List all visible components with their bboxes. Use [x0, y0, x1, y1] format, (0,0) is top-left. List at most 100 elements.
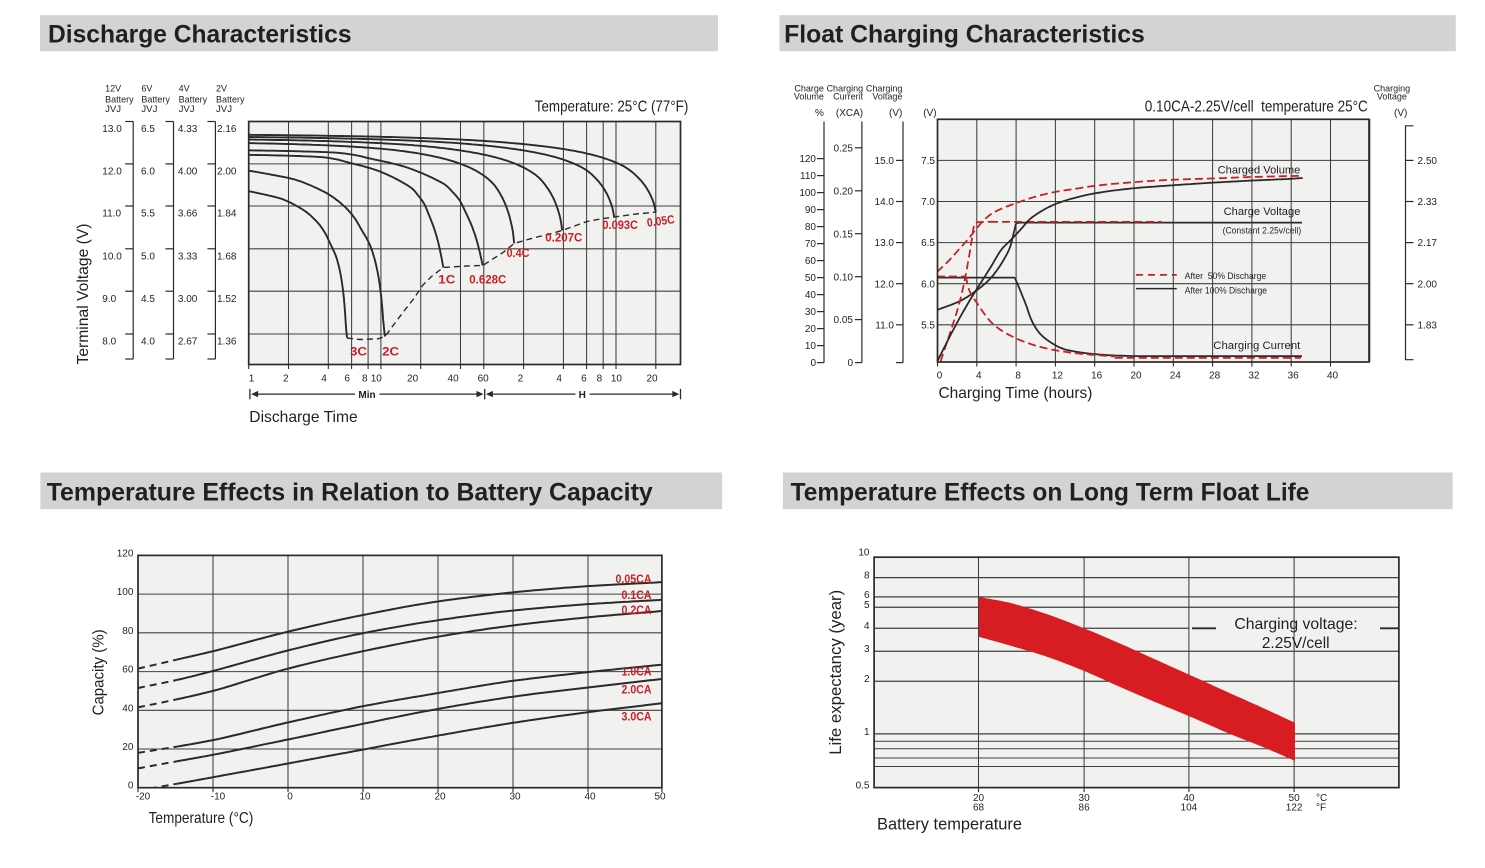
svg-text:30: 30	[1079, 793, 1091, 804]
svg-text:(V): (V)	[889, 108, 902, 119]
svg-text:0.25: 0.25	[834, 143, 854, 154]
svg-text:20: 20	[434, 791, 446, 802]
svg-text:1C: 1C	[438, 272, 455, 286]
svg-text:After 100% Discharge: After 100% Discharge	[1185, 286, 1267, 296]
svg-text:20: 20	[407, 373, 419, 384]
svg-text:Battery: Battery	[141, 94, 170, 104]
svg-text:32: 32	[1248, 370, 1260, 381]
svg-text:1.0CA: 1.0CA	[622, 665, 652, 679]
svg-text:(V): (V)	[923, 108, 936, 119]
svg-text:36: 36	[1288, 370, 1300, 381]
svg-text:10: 10	[805, 341, 817, 352]
svg-text:5.0: 5.0	[141, 251, 155, 262]
svg-text:°C: °C	[1316, 793, 1327, 804]
svg-text:After 50% Discharge: After 50% Discharge	[1185, 271, 1266, 281]
svg-text:5.5: 5.5	[141, 209, 155, 220]
svg-text:0.207C: 0.207C	[545, 230, 582, 244]
svg-text:°F: °F	[1316, 802, 1326, 813]
svg-text:12.0: 12.0	[102, 167, 122, 178]
svg-text:4.5: 4.5	[141, 294, 155, 305]
svg-text:20: 20	[805, 324, 817, 335]
svg-text:Charging: Charging	[827, 84, 864, 94]
svg-text:Capacity (%): Capacity (%)	[91, 629, 108, 715]
svg-text:70: 70	[805, 239, 817, 250]
svg-text:JVJ: JVJ	[105, 104, 121, 114]
svg-text:1.84: 1.84	[217, 209, 237, 220]
svg-text:0: 0	[847, 358, 853, 369]
svg-text:Battery temperature: Battery temperature	[877, 814, 1022, 833]
svg-text:8: 8	[1015, 370, 1021, 381]
svg-text:28: 28	[1209, 370, 1221, 381]
svg-text:60: 60	[122, 665, 134, 676]
svg-text:20: 20	[1130, 370, 1142, 381]
svg-text:0.10CA-2.25V/cell temperature: 0.10CA-2.25V/cell temperature 25°C	[1145, 98, 1368, 115]
svg-text:4: 4	[864, 621, 870, 632]
svg-text:8.0: 8.0	[102, 337, 116, 348]
svg-text:2.16: 2.16	[217, 124, 237, 135]
svg-text:8: 8	[597, 373, 603, 384]
svg-text:(Constant 2.25v/cell): (Constant 2.25v/cell)	[1223, 226, 1302, 236]
svg-text:13.0: 13.0	[875, 238, 895, 249]
svg-text:0.2CA: 0.2CA	[622, 603, 652, 617]
svg-text:5.5: 5.5	[921, 320, 935, 331]
svg-text:1.52: 1.52	[217, 294, 237, 305]
svg-text:Battery: Battery	[105, 94, 134, 104]
svg-text:8: 8	[864, 571, 870, 582]
svg-text:15.0: 15.0	[875, 156, 895, 167]
svg-text:JVJ: JVJ	[141, 104, 157, 114]
svg-text:JVJ: JVJ	[179, 104, 195, 114]
svg-text:11.0: 11.0	[875, 320, 894, 331]
svg-text:6.0: 6.0	[921, 279, 935, 290]
svg-text:1.36: 1.36	[217, 337, 237, 348]
svg-text:3C: 3C	[350, 344, 367, 358]
svg-text:0.15: 0.15	[834, 229, 854, 240]
svg-text:12: 12	[1052, 370, 1064, 381]
svg-text:Voltage: Voltage	[1377, 92, 1407, 102]
svg-text:6: 6	[344, 373, 350, 384]
svg-text:0: 0	[128, 781, 134, 792]
svg-text:2.67: 2.67	[178, 337, 198, 348]
svg-text:50: 50	[1289, 793, 1301, 804]
svg-text:20: 20	[973, 793, 985, 804]
svg-text:4.00: 4.00	[178, 167, 198, 178]
svg-text:3.66: 3.66	[178, 209, 198, 220]
svg-text:6.0: 6.0	[141, 167, 155, 178]
svg-text:3.33: 3.33	[178, 251, 198, 262]
svg-text:Charging Time (hours): Charging Time (hours)	[939, 385, 1093, 402]
svg-text:0.05: 0.05	[834, 315, 854, 326]
svg-text:Charged Volume: Charged Volume	[1218, 165, 1301, 177]
svg-text:Min: Min	[358, 390, 375, 401]
svg-text:2.00: 2.00	[1418, 279, 1438, 290]
svg-text:100: 100	[117, 587, 134, 598]
svg-text:6.5: 6.5	[921, 238, 935, 249]
svg-text:24: 24	[1170, 370, 1182, 381]
svg-text:13.0: 13.0	[102, 124, 122, 135]
svg-text:0.1CA: 0.1CA	[622, 588, 652, 602]
svg-text:3: 3	[864, 644, 870, 655]
svg-text:68: 68	[973, 802, 985, 813]
svg-text:60: 60	[805, 256, 817, 267]
svg-text:4.33: 4.33	[178, 124, 198, 135]
svg-text:5: 5	[864, 600, 870, 611]
svg-text:Discharge Time: Discharge Time	[249, 409, 357, 426]
svg-text:JVJ: JVJ	[216, 104, 232, 114]
svg-text:-10: -10	[211, 791, 226, 802]
svg-text:3.0CA: 3.0CA	[622, 710, 652, 724]
svg-text:40: 40	[584, 791, 596, 802]
svg-text:10: 10	[611, 373, 623, 384]
svg-text:100: 100	[799, 188, 816, 199]
svg-text:H: H	[579, 390, 586, 401]
svg-text:6.5: 6.5	[141, 124, 155, 135]
svg-text:7.5: 7.5	[921, 156, 935, 167]
svg-text:10: 10	[359, 791, 371, 802]
svg-text:(XCA): (XCA)	[836, 108, 863, 119]
svg-text:2: 2	[518, 373, 524, 384]
svg-text:80: 80	[805, 222, 817, 233]
svg-text:104: 104	[1181, 802, 1198, 813]
svg-text:2.17: 2.17	[1418, 238, 1438, 249]
svg-text:120: 120	[117, 548, 134, 559]
svg-text:50: 50	[654, 791, 666, 802]
svg-text:0.093C: 0.093C	[602, 218, 638, 232]
svg-text:40: 40	[805, 290, 817, 301]
svg-text:40: 40	[1183, 793, 1195, 804]
